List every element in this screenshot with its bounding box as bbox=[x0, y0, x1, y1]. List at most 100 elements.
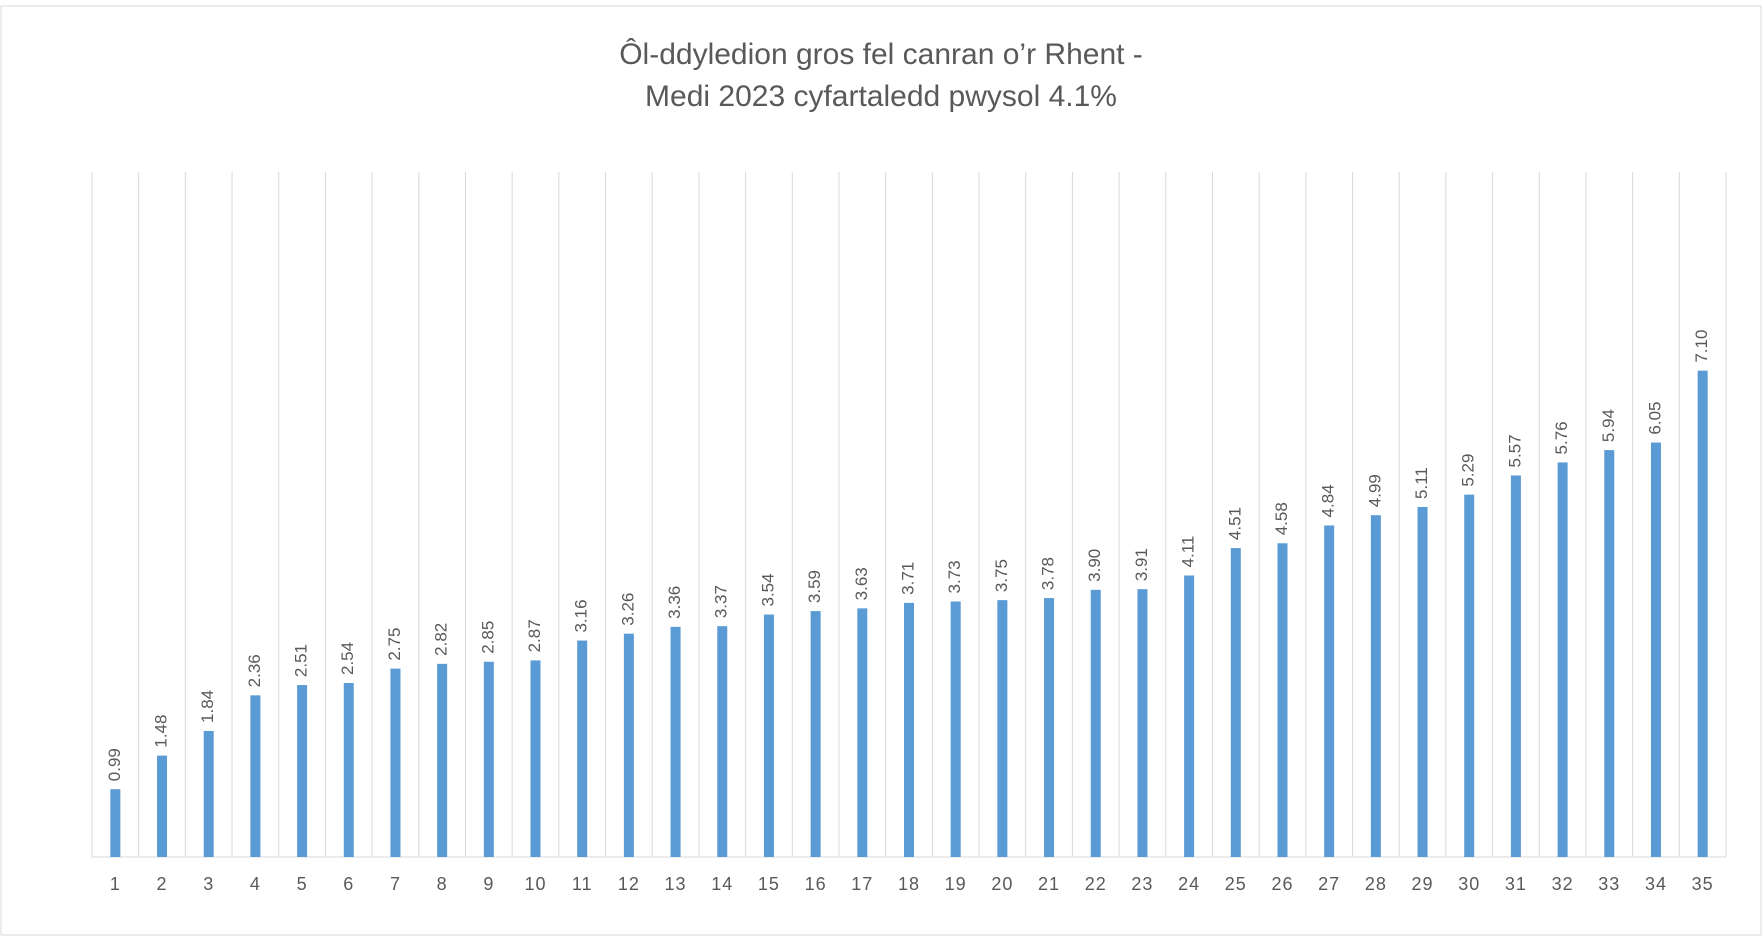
data-label: 7.10 bbox=[1692, 330, 1711, 363]
x-tick-label: 22 bbox=[1085, 874, 1107, 894]
x-tick-label: 7 bbox=[390, 874, 401, 894]
bar bbox=[717, 626, 728, 857]
chart-title: Medi 2023 cyfartaledd pwysol 4.1% bbox=[645, 80, 1117, 113]
bar bbox=[1184, 575, 1195, 857]
bar bbox=[904, 602, 914, 857]
x-tick-label: 32 bbox=[1552, 874, 1574, 894]
data-label: 3.54 bbox=[758, 573, 777, 606]
x-tick-label: 29 bbox=[1412, 874, 1434, 894]
data-label: 4.11 bbox=[1179, 536, 1198, 568]
x-tick-label: 9 bbox=[483, 874, 494, 894]
x-tick-label: 18 bbox=[898, 874, 920, 894]
data-label: 4.58 bbox=[1272, 502, 1291, 535]
bar bbox=[437, 663, 448, 857]
x-tick-label: 5 bbox=[297, 874, 308, 894]
bar bbox=[297, 685, 308, 857]
bar bbox=[390, 668, 401, 857]
x-tick-label: 17 bbox=[851, 874, 873, 894]
x-tick-label: 16 bbox=[805, 874, 827, 894]
x-tick-label: 4 bbox=[250, 874, 261, 894]
bar bbox=[577, 640, 588, 857]
x-tick-label: 3 bbox=[203, 874, 214, 894]
data-label: 3.91 bbox=[1132, 548, 1151, 581]
data-label: 3.73 bbox=[945, 560, 964, 593]
bar bbox=[530, 660, 541, 857]
x-tick-label: 31 bbox=[1505, 874, 1527, 894]
x-tick-label: 15 bbox=[758, 874, 780, 894]
data-label: 4.84 bbox=[1319, 484, 1338, 517]
bar bbox=[1650, 442, 1661, 857]
bar bbox=[857, 608, 868, 857]
chart-border bbox=[0, 5, 1762, 936]
bar bbox=[763, 614, 774, 857]
x-tick-label: 11 bbox=[572, 874, 593, 894]
x-tick-label: 23 bbox=[1131, 874, 1153, 894]
data-label: 5.29 bbox=[1459, 454, 1478, 487]
data-label: 2.51 bbox=[292, 644, 311, 677]
bar bbox=[1510, 475, 1521, 857]
data-label: 3.90 bbox=[1085, 549, 1104, 582]
data-label: 1.48 bbox=[152, 715, 171, 748]
data-label: 3.71 bbox=[898, 562, 917, 595]
bar bbox=[1417, 506, 1428, 857]
bar bbox=[1324, 525, 1335, 857]
data-label: 3.36 bbox=[665, 586, 684, 619]
data-label: 2.75 bbox=[385, 628, 404, 661]
data-label: 1.84 bbox=[198, 690, 217, 723]
x-tick-label: 14 bbox=[711, 874, 733, 894]
bar bbox=[1557, 462, 1568, 857]
data-label: 3.16 bbox=[572, 599, 591, 632]
bar bbox=[203, 730, 214, 857]
data-label: 3.75 bbox=[992, 559, 1011, 592]
x-tick-label: 12 bbox=[618, 874, 640, 894]
bar bbox=[250, 695, 261, 857]
x-tick-label: 34 bbox=[1645, 874, 1667, 894]
bar bbox=[1697, 370, 1708, 857]
bar bbox=[1044, 598, 1055, 857]
data-label: 3.63 bbox=[852, 567, 871, 600]
bar bbox=[110, 789, 121, 857]
data-label: 5.11 bbox=[1412, 467, 1431, 499]
data-label: 2.85 bbox=[478, 621, 497, 654]
data-label: 3.37 bbox=[712, 585, 731, 618]
bar bbox=[343, 683, 354, 857]
x-tick-label: 28 bbox=[1365, 874, 1387, 894]
x-tick-label: 26 bbox=[1271, 874, 1293, 894]
x-tick-label: 6 bbox=[343, 874, 354, 894]
data-label: 4.99 bbox=[1365, 474, 1384, 507]
data-label: 2.54 bbox=[338, 642, 357, 675]
x-tick-label: 1 bbox=[110, 874, 121, 894]
bar bbox=[483, 661, 494, 857]
x-tick-label: 27 bbox=[1318, 874, 1340, 894]
data-label: 5.94 bbox=[1599, 409, 1618, 442]
data-label: 3.78 bbox=[1039, 557, 1058, 590]
x-tick-label: 33 bbox=[1598, 874, 1620, 894]
x-tick-label: 24 bbox=[1178, 874, 1200, 894]
bar bbox=[1604, 450, 1615, 857]
data-label: 5.57 bbox=[1505, 434, 1524, 467]
x-tick-label: 25 bbox=[1225, 874, 1247, 894]
data-label: 2.82 bbox=[432, 623, 451, 656]
data-label: 4.51 bbox=[1225, 507, 1244, 540]
bar bbox=[810, 611, 821, 857]
bar bbox=[670, 626, 681, 857]
bar bbox=[1137, 589, 1148, 857]
x-tick-label: 20 bbox=[991, 874, 1013, 894]
x-tick-label: 8 bbox=[437, 874, 448, 894]
bar bbox=[1464, 494, 1475, 857]
x-tick-label: 10 bbox=[524, 874, 546, 894]
data-label: 3.26 bbox=[618, 593, 637, 626]
x-tick-label: 19 bbox=[945, 874, 967, 894]
x-tick-label: 30 bbox=[1458, 874, 1480, 894]
bar bbox=[1090, 589, 1101, 857]
x-tick-label: 35 bbox=[1692, 874, 1714, 894]
chart-title: Ôl-ddyledion gros fel canran o’r Rhent - bbox=[619, 37, 1143, 71]
bar bbox=[1370, 515, 1381, 857]
bar bbox=[1277, 543, 1288, 857]
data-label: 6.05 bbox=[1645, 401, 1664, 434]
bar bbox=[1230, 548, 1241, 857]
data-label: 0.99 bbox=[105, 748, 124, 781]
data-label: 2.87 bbox=[525, 619, 544, 652]
x-tick-label: 21 bbox=[1038, 874, 1060, 894]
